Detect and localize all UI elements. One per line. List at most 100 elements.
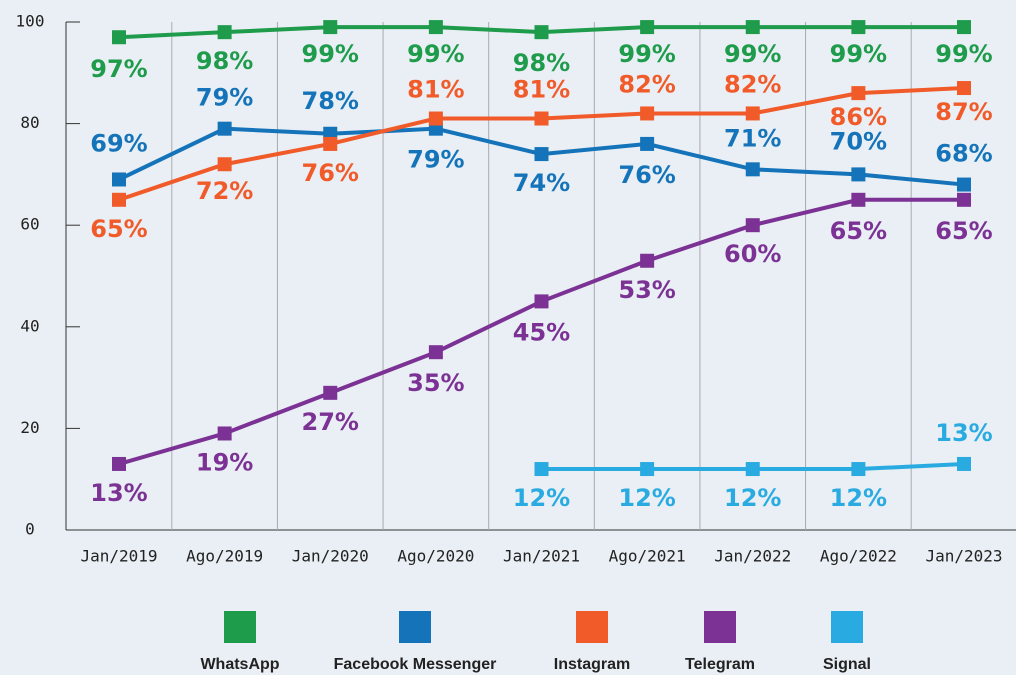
legend-label: Telegram	[685, 656, 755, 673]
marker	[428, 345, 443, 360]
data-label: 69%	[90, 129, 147, 157]
data-label: 65%	[935, 217, 992, 245]
y-tick-label: 0	[25, 520, 35, 539]
data-label: 99%	[724, 40, 781, 68]
marker	[534, 462, 549, 477]
y-tick-label: 20	[20, 418, 39, 437]
marker	[112, 192, 126, 207]
data-label: 12%	[724, 484, 781, 512]
marker	[957, 81, 971, 96]
data-label: 82%	[618, 70, 675, 98]
marker	[323, 20, 338, 35]
marker	[217, 121, 232, 136]
legend-swatch	[831, 611, 863, 643]
data-label: 98%	[196, 47, 253, 75]
data-label: 76%	[302, 159, 359, 187]
marker	[640, 462, 655, 477]
marker	[851, 20, 866, 35]
data-label: 99%	[830, 40, 887, 68]
x-tick-label: Ago/2021	[609, 547, 686, 566]
data-label: 12%	[830, 484, 887, 512]
x-tick-label: Ago/2019	[186, 547, 263, 566]
data-label: 98%	[513, 49, 570, 77]
data-label: 86%	[830, 103, 887, 131]
y-tick-label: 100	[16, 12, 45, 31]
data-label: 53%	[618, 276, 675, 304]
data-label: 65%	[830, 217, 887, 245]
x-tick-label: Jan/2019	[80, 547, 157, 566]
data-label: 70%	[830, 127, 887, 155]
marker	[851, 192, 866, 207]
marker	[851, 86, 866, 101]
data-label: 81%	[513, 76, 570, 104]
x-tick-label: Jan/2022	[714, 547, 791, 566]
data-label: 35%	[407, 369, 464, 397]
marker	[957, 192, 971, 207]
marker	[640, 106, 655, 121]
data-label: 99%	[935, 40, 992, 68]
marker	[428, 20, 443, 35]
marker	[640, 253, 655, 268]
x-tick-label: Jan/2023	[925, 547, 1002, 566]
marker	[851, 462, 866, 477]
data-label: 27%	[302, 408, 359, 436]
data-label: 99%	[407, 40, 464, 68]
x-tick-label: Jan/2020	[292, 547, 369, 566]
y-tick-label: 40	[20, 316, 39, 335]
legend-swatch	[704, 611, 736, 643]
marker	[745, 162, 760, 177]
data-label: 19%	[196, 448, 253, 476]
data-label: 79%	[407, 146, 464, 174]
marker	[745, 106, 760, 121]
marker	[640, 20, 655, 35]
data-label: 12%	[513, 484, 570, 512]
legend-label: Signal	[823, 656, 871, 673]
data-label: 99%	[302, 40, 359, 68]
marker	[957, 456, 971, 471]
data-label: 97%	[90, 55, 147, 83]
data-label: 13%	[935, 419, 992, 447]
data-label: 13%	[90, 479, 147, 507]
marker	[745, 20, 760, 35]
marker	[112, 30, 126, 45]
data-label: 79%	[196, 84, 253, 112]
marker	[534, 147, 549, 162]
x-tick-label: Jan/2021	[503, 547, 580, 566]
data-label: 76%	[618, 161, 675, 189]
legend-swatch	[576, 611, 608, 643]
legend-label: Instagram	[554, 656, 630, 673]
data-label: 68%	[935, 140, 992, 168]
marker	[217, 426, 232, 441]
marker	[534, 25, 549, 40]
x-tick-label: Ago/2022	[820, 547, 897, 566]
marker	[851, 167, 866, 182]
marker	[112, 456, 126, 471]
marker	[534, 111, 549, 126]
data-label: 71%	[724, 124, 781, 152]
marker	[957, 177, 971, 192]
data-label: 82%	[724, 70, 781, 98]
data-label: 12%	[618, 484, 675, 512]
marker	[957, 20, 971, 35]
data-label: 72%	[196, 177, 253, 205]
data-label: 81%	[407, 76, 464, 104]
marker	[217, 25, 232, 40]
legend-swatch	[224, 611, 256, 643]
x-tick-label: Ago/2020	[397, 547, 474, 566]
marker	[217, 157, 232, 172]
data-label: 65%	[90, 215, 147, 243]
data-label: 60%	[724, 240, 781, 268]
marker	[534, 294, 549, 309]
legend-label: Facebook Messenger	[334, 656, 497, 673]
marker	[323, 385, 338, 400]
marker	[745, 218, 760, 233]
y-tick-label: 60	[20, 215, 39, 234]
data-label: 45%	[513, 318, 570, 346]
data-label: 78%	[302, 87, 359, 115]
marker	[112, 172, 126, 187]
data-label: 99%	[618, 40, 675, 68]
y-tick-label: 80	[20, 113, 39, 132]
marker	[323, 136, 338, 151]
